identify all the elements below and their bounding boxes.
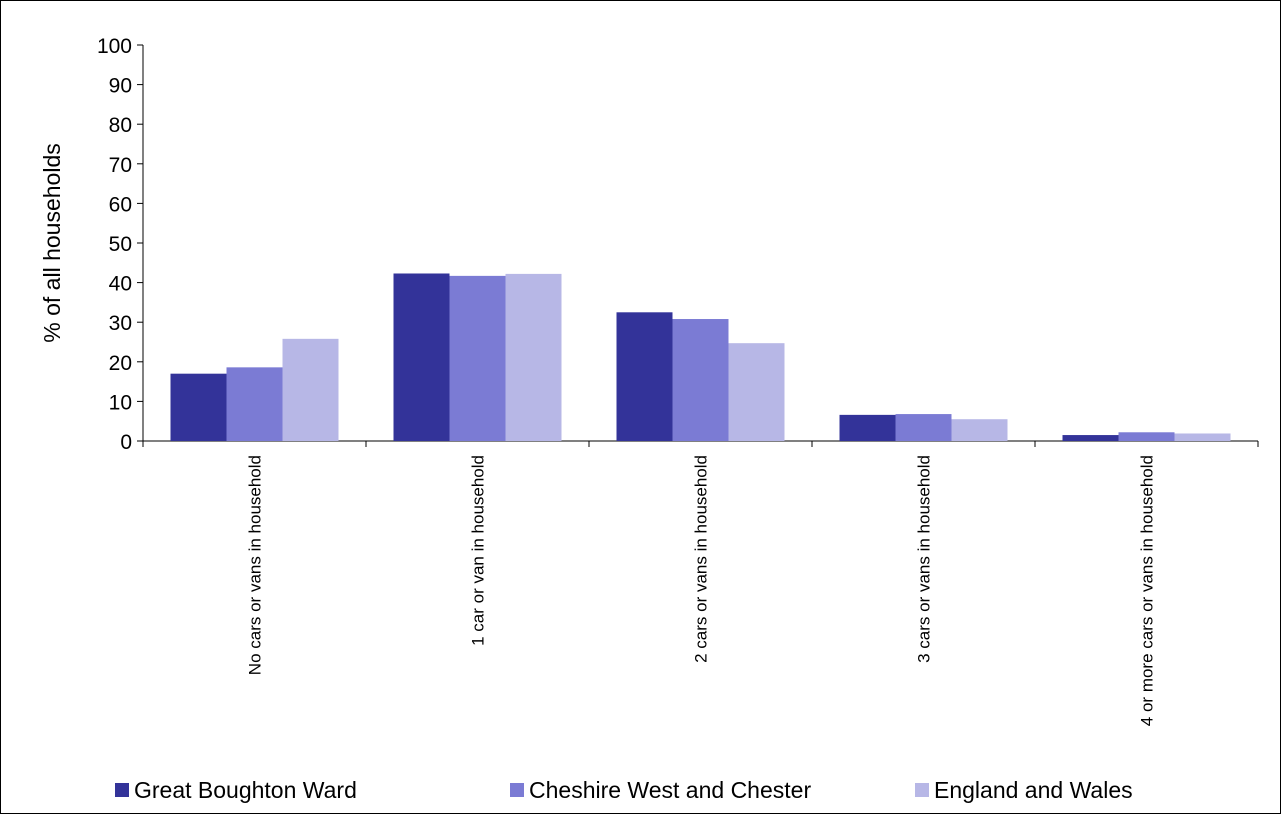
bar bbox=[839, 414, 896, 441]
y-tick-label: 90 bbox=[109, 75, 132, 98]
y-tick-label: 0 bbox=[120, 431, 132, 454]
y-tick-label: 100 bbox=[97, 35, 132, 58]
legend-item-england-wales: England and Wales bbox=[915, 777, 1133, 804]
legend-swatch bbox=[510, 783, 524, 797]
bar bbox=[728, 343, 785, 441]
x-tick-label: 4 or more cars or vans in household bbox=[1138, 455, 1157, 726]
legend-item-great-boughton: Great Boughton Ward bbox=[115, 777, 510, 804]
y-tick-label: 80 bbox=[109, 114, 132, 137]
legend-label: Cheshire West and Chester bbox=[529, 776, 812, 803]
legend-label: England and Wales bbox=[934, 776, 1133, 803]
y-tick-label: 10 bbox=[109, 391, 132, 414]
bar bbox=[282, 338, 339, 441]
y-tick-label: 70 bbox=[109, 154, 132, 177]
legend-swatch bbox=[115, 783, 129, 797]
bar bbox=[895, 414, 952, 441]
bar bbox=[951, 419, 1008, 441]
bar bbox=[1174, 433, 1231, 441]
legend-item-cheshire: Cheshire West and Chester bbox=[510, 777, 915, 804]
x-tick-label: No cars or vans in household bbox=[246, 455, 265, 675]
bar bbox=[170, 373, 227, 441]
bar bbox=[1118, 432, 1175, 441]
x-tick-label: 1 car or van in household bbox=[469, 455, 488, 646]
y-tick-label: 30 bbox=[109, 312, 132, 335]
x-tick-label: 3 cars or vans in household bbox=[915, 455, 934, 663]
y-tick-label: 20 bbox=[109, 352, 132, 375]
bar bbox=[449, 275, 506, 441]
legend-swatch bbox=[915, 783, 929, 797]
bar bbox=[505, 273, 562, 441]
y-tick-label: 40 bbox=[109, 273, 132, 296]
bar bbox=[226, 367, 283, 441]
y-tick-label: 50 bbox=[109, 233, 132, 256]
bar bbox=[393, 273, 450, 441]
legend-label: Great Boughton Ward bbox=[134, 776, 357, 803]
x-tick-label: 2 cars or vans in household bbox=[692, 455, 711, 663]
legend: Great Boughton Ward Cheshire West and Ch… bbox=[115, 775, 1255, 805]
bar bbox=[1062, 435, 1119, 441]
bar bbox=[672, 319, 729, 441]
y-axis-title: % of all households bbox=[39, 143, 65, 342]
y-tick-label: 60 bbox=[109, 193, 132, 216]
bar bbox=[616, 312, 673, 441]
